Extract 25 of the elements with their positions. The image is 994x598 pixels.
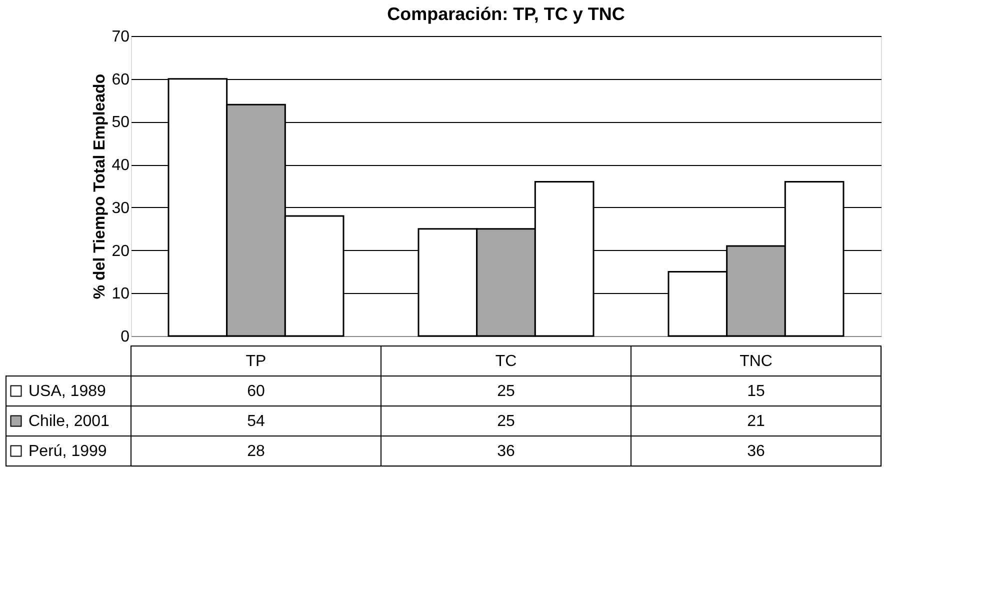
chart-title: Comparación: TP, TC y TNC	[387, 4, 625, 24]
x-tick-label: TNC	[740, 353, 772, 370]
data-label: 60	[247, 383, 265, 400]
data-label: 54	[247, 413, 265, 430]
y-tick-label: 10	[112, 286, 130, 303]
data-label: 15	[747, 383, 765, 400]
data-label: 36	[747, 443, 765, 460]
y-axis-title: % del Tiempo Total Empleado	[92, 74, 109, 300]
data-label: 36	[497, 443, 515, 460]
legend-label: USA, 1989	[28, 383, 106, 400]
x-tick-label: TP	[246, 353, 266, 370]
legend-label: Chile, 2001	[28, 413, 110, 430]
y-tick-label: 60	[112, 71, 130, 88]
data-label: 28	[247, 443, 265, 460]
y-tick-label: 40	[112, 157, 130, 174]
y-tick-label: 70	[112, 28, 130, 46]
y-tick-label: 20	[112, 242, 130, 260]
data-label: 25	[497, 383, 515, 400]
x-tick-label: TC	[495, 353, 517, 370]
data-label: 21	[747, 413, 765, 430]
legend-label: Perú, 1999	[28, 443, 107, 460]
data-label: 25	[497, 413, 515, 430]
y-tick-label: 50	[112, 114, 130, 132]
y-tick-label: 30	[112, 200, 130, 217]
y-tick-label: 0	[120, 328, 130, 346]
